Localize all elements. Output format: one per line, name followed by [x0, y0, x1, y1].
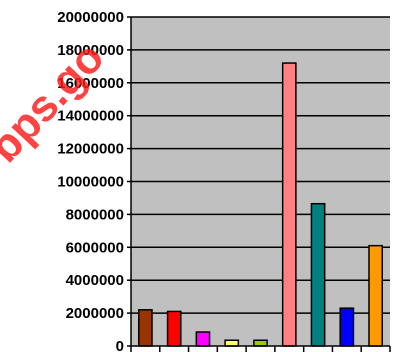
y-tick-label: 20000000	[57, 9, 124, 26]
y-tick-label: 12000000	[57, 141, 124, 158]
bar	[224, 339, 240, 347]
bar	[195, 331, 211, 347]
y-tick-label: 16000000	[57, 75, 124, 92]
axes	[130, 17, 391, 352]
y-tick-label: 14000000	[57, 108, 124, 125]
gridlines	[127, 16, 390, 347]
y-tick-label: 6000000	[66, 239, 124, 256]
bar	[310, 202, 326, 347]
bar	[138, 309, 153, 347]
bar	[253, 339, 268, 347]
y-axis-tick-labels: 0 2000000 4000000 6000000 8000000 10000000 120…	[57, 9, 124, 352]
y-tick-label: 18000000	[57, 42, 124, 59]
bar	[368, 244, 383, 347]
y-tick-label: 8000000	[66, 206, 124, 223]
bar	[281, 62, 297, 347]
bars	[138, 62, 383, 347]
bar	[166, 310, 182, 347]
y-tick-label: 0	[116, 338, 124, 352]
y-tick-label: 10000000	[57, 174, 124, 191]
y-tick-label: 2000000	[66, 305, 124, 322]
y-tick-label: 4000000	[66, 272, 124, 289]
bar	[339, 307, 355, 347]
